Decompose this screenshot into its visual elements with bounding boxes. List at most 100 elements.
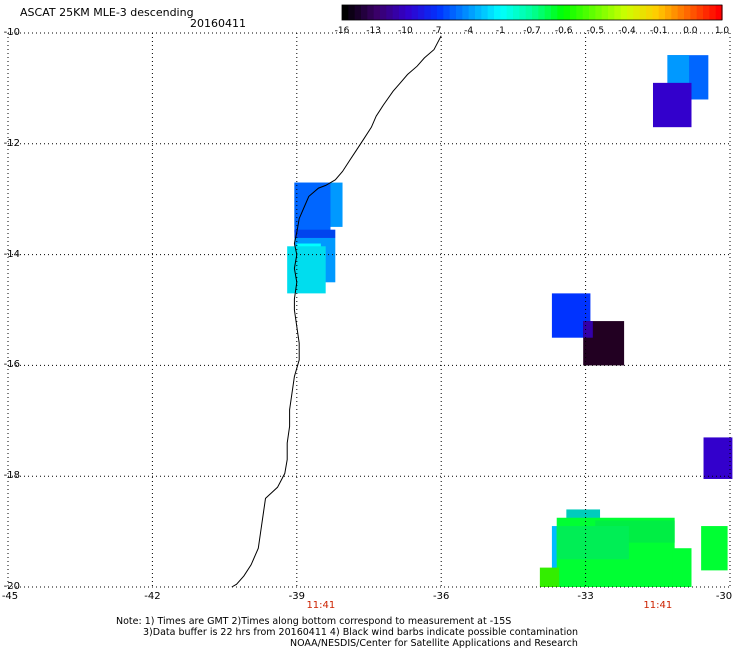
colorbar-swatch [361,5,368,20]
colorbar-swatch [411,5,419,20]
colorbar-label: -10 [397,26,413,36]
data-cell [701,526,728,571]
colorbar-swatch [494,5,501,20]
data-cell [556,526,629,560]
colorbar-swatch [671,5,679,20]
colorbar-swatch [557,5,565,20]
colorbar-swatch [506,5,514,20]
y-tick-label: -10 [3,27,20,38]
data-cell [703,437,733,479]
colorbar-label: -16 [334,26,350,36]
colorbar-swatch [614,5,622,20]
data-cell [672,548,692,587]
x-tick-label: -30 [715,591,733,602]
coastline [231,35,442,588]
data-cell [566,509,601,521]
time-label: 11:41 [306,600,336,611]
colorbar-swatch [620,5,628,20]
colorbar-swatch [633,5,641,20]
colorbar-label: -0.4 [618,26,636,36]
colorbar-swatch [380,5,387,20]
note-line-2: 3)Data buffer is 22 hrs from 20160411 4)… [143,627,579,638]
colorbar-swatch [627,5,634,20]
colorbar-swatch [513,5,520,20]
colorbar-swatch [639,5,647,20]
colorbar-label: 1.0 [714,26,730,36]
colorbar-swatch [532,5,539,20]
x-tick-label: -45 [1,591,19,602]
colorbar-swatch [348,5,356,20]
x-tick-label: -36 [433,591,450,602]
colorbar-swatch [576,5,584,20]
colorbar-label: -0.6 [554,26,573,36]
data-cell [287,246,326,294]
colorbar-swatch [709,5,717,20]
x-tick-label: -33 [577,591,594,602]
colorbar-swatch [386,5,394,20]
colorbar-swatch [367,5,375,20]
colorbar-swatch [468,5,476,20]
colorbar-swatch [456,5,463,20]
colorbar-swatch [544,5,552,20]
colorbar-swatch [665,5,672,20]
colorbar-swatch [519,5,527,20]
colorbar-swatch [424,5,432,20]
note-line-1: Note: 1) Times are GMT 2)Times along bot… [116,616,512,627]
note-line-3: NOAA/NESDIS/Center for Satellite Applica… [290,638,578,649]
colorbar-swatch [608,5,615,20]
colorbar-swatch [392,5,400,20]
colorbar-swatch [646,5,653,20]
colorbar-swatch [538,5,546,20]
x-tick-label: -42 [144,591,161,602]
colorbar-swatch [462,5,470,20]
map-date: 20160411 [190,17,246,30]
colorbar-swatch [601,5,609,20]
time-label: 11:41 [643,600,673,611]
colorbar-swatch [696,5,704,20]
colorbar-swatch [684,5,691,20]
x-tick-label: -39 [288,591,305,602]
colorbar-label: -13 [366,26,382,36]
colorbar-swatch [563,5,571,20]
y-tick-label: -18 [3,470,20,482]
colorbar-label: -0.7 [523,26,541,36]
colorbar-swatch [437,5,444,20]
colorbar-label: -1 [495,26,505,36]
colorbar-swatch [487,5,495,20]
colorbar-swatch [570,5,577,20]
map-title: ASCAT 25KM MLE-3 descending [20,6,194,19]
colorbar-swatch [500,5,508,20]
y-tick-label: -20 [3,581,20,592]
colorbar-swatch [405,5,413,20]
colorbar-swatch [703,5,710,20]
y-tick-label: -14 [3,248,20,260]
colorbar-swatch [715,5,723,20]
colorbar-swatch [399,5,406,20]
data-cell [652,82,692,128]
colorbar-label: -0.1 [649,26,668,36]
colorbar-label: -7 [432,26,442,36]
colorbar-swatch [342,5,349,20]
data-cell [539,567,560,587]
colorbar-swatch [418,5,425,20]
colorbar-swatch [677,5,685,20]
colorbar-swatch [589,5,596,20]
data-cell [294,229,336,238]
colorbar-swatch [690,5,698,20]
colorbar-swatch [475,5,482,20]
colorbar-swatch [582,5,590,20]
colorbar-label: -4 [464,26,474,36]
colorbar-swatch [449,5,457,20]
colorbar-swatch [481,5,489,20]
y-tick-label: -12 [3,137,20,149]
colorbar-swatch [652,5,660,20]
y-tick-label: -16 [3,359,20,371]
colorbar-swatch [595,5,603,20]
data-cell [294,182,331,233]
colorbar-swatch [373,5,381,20]
data-cell [583,321,593,338]
colorbar-label: -0.5 [586,26,605,36]
colorbar-swatch [354,5,362,20]
colorbar-swatch [430,5,438,20]
